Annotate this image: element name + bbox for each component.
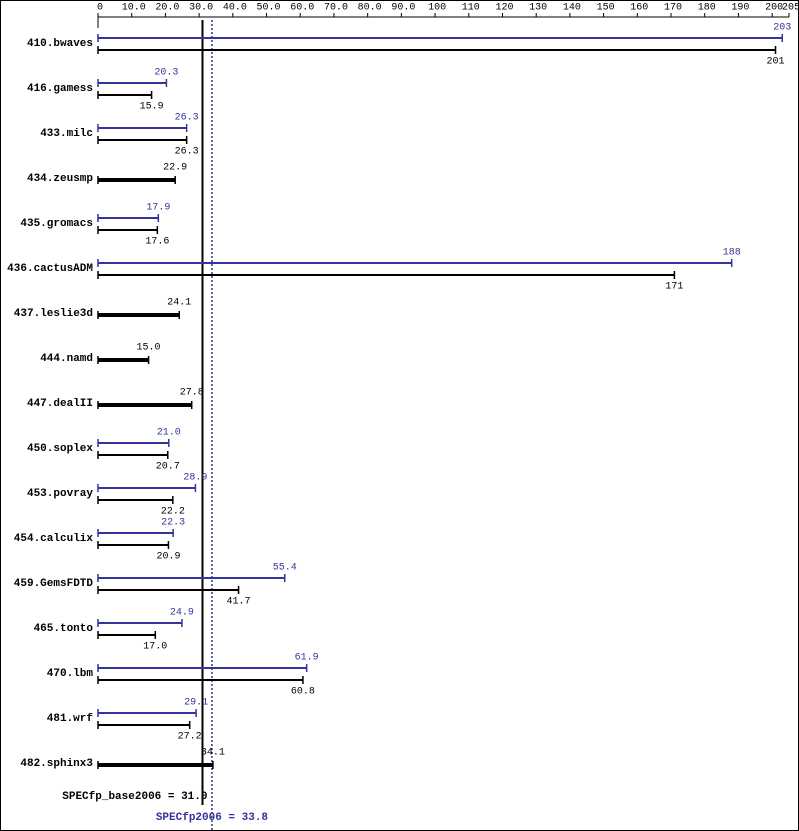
value-label: 55.4 <box>273 563 297 574</box>
x-tick-label: 140 <box>563 3 581 14</box>
value-label: 15.0 <box>137 343 161 354</box>
category-label: 481.wrf <box>47 713 94 725</box>
x-tick-label: 0 <box>97 3 103 14</box>
category-label: 433.milc <box>40 128 93 140</box>
category-label: 465.tonto <box>34 623 94 635</box>
value-label: 201 <box>767 57 785 68</box>
category-label: 437.leslie3d <box>14 308 93 320</box>
value-label: 27.8 <box>180 388 204 399</box>
x-tick-label: 90.0 <box>391 3 415 14</box>
category-label: 459.GemsFDTD <box>14 578 94 590</box>
value-label: 26.3 <box>175 113 199 124</box>
category-label: 482.sphinx3 <box>20 758 93 770</box>
value-label: 22.2 <box>161 507 185 518</box>
x-tick-label: 160 <box>630 3 648 14</box>
x-tick-label: 180 <box>698 3 716 14</box>
value-label: 21.0 <box>157 428 181 439</box>
value-label: 34.1 <box>201 748 225 759</box>
category-label: 444.namd <box>40 353 93 365</box>
category-label: 470.lbm <box>47 668 94 680</box>
x-tick-label: 70.0 <box>324 3 348 14</box>
x-tick-label: 130 <box>529 3 547 14</box>
value-label: 20.9 <box>156 552 180 563</box>
value-label: 20.7 <box>156 462 180 473</box>
value-label: 26.3 <box>175 147 199 158</box>
x-tick-label: 120 <box>495 3 513 14</box>
x-tick-label: 170 <box>664 3 682 14</box>
category-label: 447.dealII <box>27 398 93 410</box>
value-label: 188 <box>723 248 741 259</box>
value-label: 17.9 <box>146 203 170 214</box>
x-tick-label: 20.0 <box>155 3 179 14</box>
value-label: 24.9 <box>170 608 194 619</box>
x-tick-label: 150 <box>597 3 615 14</box>
x-tick-label: 60.0 <box>290 3 314 14</box>
value-label: 61.9 <box>295 653 319 664</box>
base-metric-label: SPECfp_base2006 = 31.0 <box>62 791 207 803</box>
category-label: 434.zeusmp <box>27 173 93 185</box>
value-label: 20.3 <box>154 68 178 79</box>
value-label: 28.9 <box>183 473 207 484</box>
x-tick-label: 190 <box>731 3 749 14</box>
value-label: 27.2 <box>178 732 202 743</box>
value-label: 17.6 <box>145 237 169 248</box>
value-label: 24.1 <box>167 298 191 309</box>
value-label: 15.9 <box>140 102 164 113</box>
category-label: 436.cactusADM <box>7 263 93 275</box>
value-label: 22.9 <box>163 163 187 174</box>
category-label: 416.gamess <box>27 83 93 95</box>
value-label: 203 <box>773 23 791 34</box>
category-label: 454.calculix <box>14 533 94 545</box>
value-label: 17.0 <box>143 642 167 653</box>
category-label: 410.bwaves <box>27 38 93 50</box>
x-tick-label: 110 <box>462 3 480 14</box>
x-tick-label: 40.0 <box>223 3 247 14</box>
value-label: 41.7 <box>227 597 251 608</box>
value-label: 29.1 <box>184 698 208 709</box>
x-tick-label: 200 <box>765 3 783 14</box>
x-tick-label: 80.0 <box>358 3 382 14</box>
value-label: 60.8 <box>291 687 315 698</box>
x-tick-label: 30.0 <box>189 3 213 14</box>
x-tick-label: 50.0 <box>257 3 281 14</box>
category-label: 450.soplex <box>27 443 93 455</box>
x-tick-label: 10.0 <box>122 3 146 14</box>
x-tick-label: 205 <box>782 3 799 14</box>
x-tick-label: 100 <box>428 3 446 14</box>
value-label: 22.3 <box>161 518 185 529</box>
peak-metric-label: SPECfp2006 = 33.8 <box>156 812 269 824</box>
category-label: 453.povray <box>27 488 93 500</box>
category-label: 435.gromacs <box>20 218 93 230</box>
value-label: 171 <box>665 282 683 293</box>
